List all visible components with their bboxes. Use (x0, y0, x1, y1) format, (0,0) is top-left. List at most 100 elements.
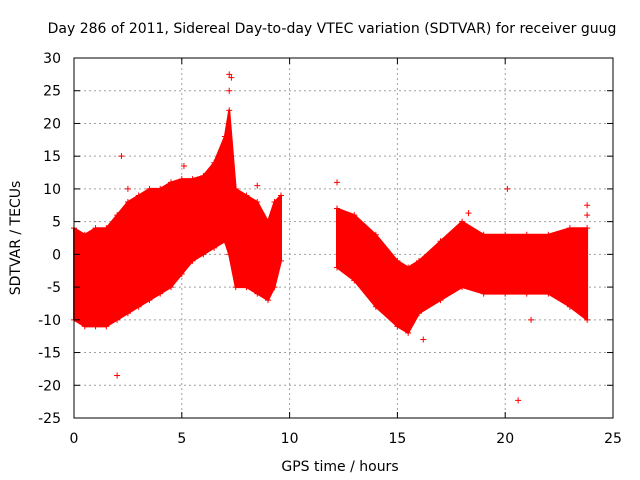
data-point (168, 284, 175, 291)
data-point (157, 185, 164, 192)
data-point (334, 264, 341, 271)
data-point (92, 323, 99, 330)
outlier-point (114, 372, 121, 379)
data-point (226, 107, 233, 114)
outlier-point (180, 163, 187, 169)
x-tick-label: 25 (604, 431, 622, 447)
data-point (545, 231, 552, 238)
data-point (351, 277, 358, 284)
data-point (200, 172, 207, 179)
data-point (459, 218, 466, 225)
y-tick-label: 10 (43, 182, 61, 198)
x-tick-labels: 0 5 10 15 20 25 (70, 431, 622, 447)
data-point (584, 225, 591, 232)
outlier-point (124, 185, 131, 192)
data-point (351, 212, 358, 219)
x-axis-title: GPS time / hours (281, 459, 398, 475)
data-point (146, 185, 153, 192)
y-tick-label: 30 (43, 51, 61, 67)
data-point (211, 244, 218, 251)
axis-ticks (73, 57, 614, 419)
y-tick-label: -10 (38, 313, 61, 329)
data-point (480, 231, 487, 238)
data-point (232, 284, 239, 291)
data-point (243, 284, 250, 291)
data-point (211, 159, 218, 166)
y-tick-label: 20 (43, 116, 61, 132)
y-tick-label: 5 (52, 215, 61, 231)
y-tick-label: -15 (38, 346, 61, 362)
x-tick-label: 10 (281, 431, 299, 447)
outlier-point (226, 71, 233, 78)
data-point (545, 290, 552, 297)
data-point (226, 251, 233, 258)
data-point (277, 257, 284, 264)
data-point (189, 257, 196, 264)
x-tick-label: 0 (70, 431, 79, 447)
data-point (405, 264, 412, 271)
data-point (81, 231, 88, 238)
data-point (566, 225, 573, 232)
data-point (405, 329, 412, 336)
data-point (523, 231, 530, 238)
data-point (254, 290, 261, 297)
y-axis-title: SDTVAR / TECUs (8, 181, 24, 296)
data-point (502, 231, 509, 238)
data-point (232, 185, 239, 192)
data-point (271, 284, 278, 291)
data-point (168, 179, 175, 186)
outlier-point (420, 336, 427, 343)
y-tick-label: -20 (38, 378, 61, 394)
outlier-point (334, 179, 341, 186)
outlier-point (504, 185, 511, 192)
x-tick-label: 5 (177, 431, 186, 447)
data-point (243, 192, 250, 199)
outlier-point (584, 202, 591, 209)
y-tick-label: 25 (43, 84, 61, 100)
data-point (103, 225, 110, 232)
chart-title: Day 286 of 2011, Sidereal Day-to-day VTE… (48, 21, 617, 37)
data-point (221, 238, 228, 245)
y-tick-label: -25 (38, 411, 61, 427)
outlier-point (584, 212, 591, 219)
data-point (566, 303, 573, 310)
y-tick-label: -5 (47, 280, 61, 296)
data-point (135, 303, 142, 310)
y-tick-label: 15 (43, 149, 61, 165)
data-point (523, 290, 530, 297)
data-point (277, 192, 284, 199)
data-point (394, 323, 401, 330)
outlier-point (515, 397, 522, 404)
data-point (178, 176, 185, 183)
data-point (124, 199, 131, 205)
x-tick-label: 20 (496, 431, 514, 447)
plot-frame (73, 57, 614, 419)
data-point (114, 316, 121, 323)
y-tick-label: 0 (52, 247, 61, 263)
data-point (81, 323, 88, 330)
outlier-point (528, 316, 535, 323)
data-point (415, 310, 422, 317)
data-point (92, 225, 99, 232)
data-point (437, 297, 444, 304)
data-point (189, 176, 196, 183)
y-tick-labels: 30 25 20 15 10 5 0 -5 -10 -15 -20 -25 (38, 51, 61, 427)
data-point (103, 323, 110, 330)
data-point (135, 192, 142, 199)
data-point (459, 284, 466, 291)
data-point (334, 205, 341, 212)
data-point (437, 238, 444, 245)
data-point (221, 133, 228, 140)
data-point (502, 290, 509, 297)
data-point (394, 257, 401, 264)
x-tick-label: 15 (388, 431, 406, 447)
data-point (415, 257, 422, 264)
data-point (372, 303, 379, 310)
data-point (584, 316, 591, 323)
data-point (271, 199, 278, 205)
outlier-point (228, 74, 235, 81)
data-point (146, 297, 153, 304)
data-point (372, 231, 379, 238)
data-point (124, 310, 131, 317)
